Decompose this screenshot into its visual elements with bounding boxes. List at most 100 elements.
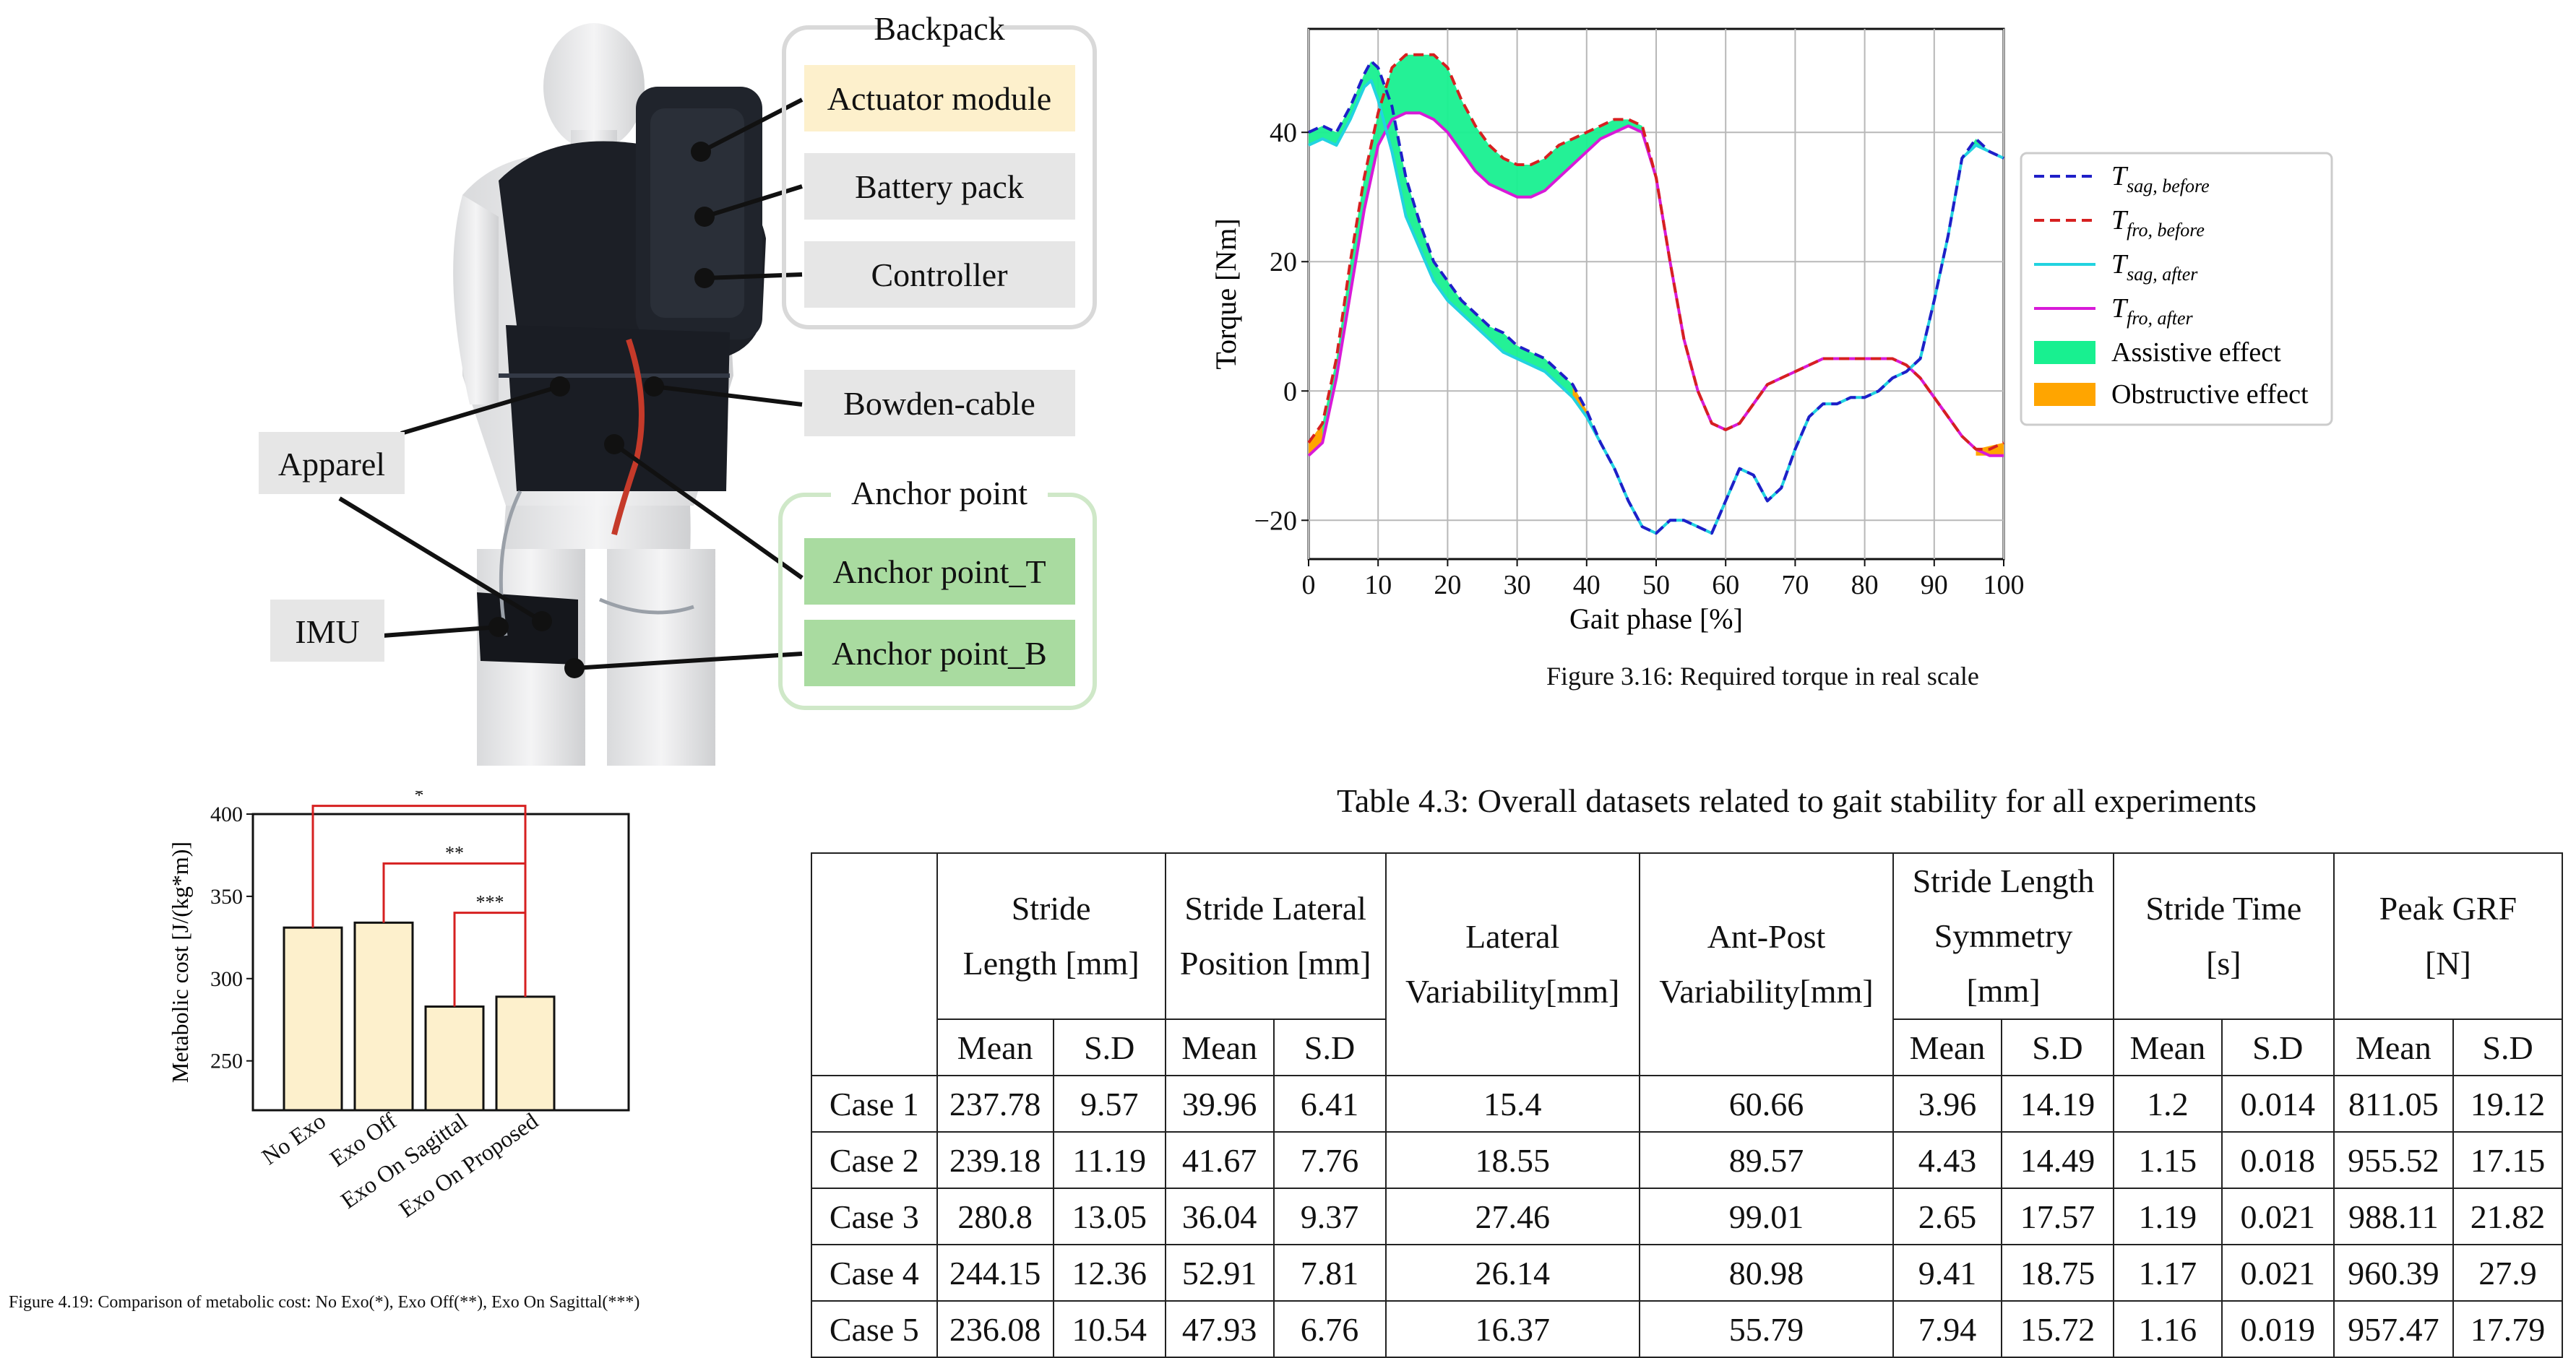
torque-ylabel: Torque [Nm] — [1210, 218, 1242, 369]
table-cell: 9.41 — [1892, 1244, 2002, 1302]
legend-tfro-after: Tfro, after — [2111, 293, 2194, 329]
table-cell: 14.49 — [2000, 1131, 2114, 1189]
legend-tsag-after: Tsag, after — [2111, 249, 2198, 285]
bar — [353, 921, 414, 1112]
x-tick-label: 100 — [1983, 570, 2025, 600]
anchor-point-title: Anchor point — [851, 475, 1028, 511]
bar — [424, 1005, 485, 1112]
header-stride-lateral: Stride Lateral Position [mm] — [1164, 852, 1387, 1020]
x-tick-label: 20 — [1434, 570, 1461, 600]
obstructive-effect-area — [1572, 384, 1587, 418]
table-cell: 39.96 — [1164, 1075, 1275, 1133]
sub-sd: S.D — [1272, 1018, 1387, 1076]
y-tick-label: 350 — [210, 885, 243, 909]
table-cell: 244.15 — [936, 1244, 1054, 1302]
x-tick-label: 30 — [1504, 570, 1531, 600]
row-label: Case 2 — [811, 1131, 938, 1189]
table-cell: 89.57 — [1638, 1131, 1895, 1189]
table-cell: 960.39 — [2332, 1244, 2455, 1302]
label-apparel: Apparel — [278, 446, 385, 483]
table-cell: 1.17 — [2112, 1244, 2223, 1302]
table-cell: 7.94 — [1892, 1300, 2002, 1358]
header-stride-length: Stride Length [mm] — [936, 852, 1166, 1020]
legend-tsag-before: Tsag, before — [2111, 161, 2210, 196]
metabolic-caption: Figure 4.19: Comparison of metabolic cos… — [9, 1293, 640, 1312]
table-cell: 0.014 — [2220, 1075, 2335, 1133]
legend-tfro-before: Tfro, before — [2111, 205, 2205, 241]
table-cell: 236.08 — [936, 1300, 1054, 1358]
table-cell: 6.76 — [1272, 1300, 1387, 1358]
table-cell: 988.11 — [2332, 1188, 2455, 1245]
table-cell: 0.018 — [2220, 1131, 2335, 1189]
table-cell: 957.47 — [2332, 1300, 2455, 1358]
exosuit-figure: Backpack Actuator module Battery pack Co… — [259, 10, 1097, 766]
series-line-t-sag-before — [1308, 59, 2004, 535]
series-line-t-fro-before — [1307, 53, 2004, 451]
y-tick-label: 400 — [210, 803, 243, 826]
table-cell: 6.41 — [1272, 1075, 1387, 1133]
sub-sd: S.D — [2452, 1018, 2563, 1076]
x-tick-label: 70 — [1781, 570, 1809, 600]
table-row: Case 4 244.15 12.36 52.91 7.81 26.14 80.98 9.41… — [811, 1244, 2563, 1302]
torque-chart: 0 10 20 30 40 50 60 70 80 90 100 −20 0 20 40 Gait phas… — [1210, 27, 2333, 635]
x-tick-label: 10 — [1364, 570, 1392, 600]
significance-bracket — [453, 912, 527, 1007]
header-stride-time: Stride Time [s] — [2112, 852, 2335, 1020]
row-label: Case 1 — [811, 1075, 938, 1133]
table-cell: 4.43 — [1892, 1131, 2002, 1189]
label-anchor-point-t: Anchor point_T — [832, 553, 1046, 590]
significance-marker: *** — [476, 892, 504, 913]
row-label: Case 5 — [811, 1300, 938, 1358]
header-stride-symmetry: Stride Length Symmetry [mm] — [1892, 852, 2114, 1020]
table-cell: 17.15 — [2452, 1131, 2563, 1189]
table-cell: 52.91 — [1164, 1244, 1275, 1302]
table-cell: 1.19 — [2112, 1188, 2223, 1245]
label-imu: IMU — [295, 613, 359, 650]
backpack-title: Backpack — [874, 10, 1004, 47]
assistive-effect-area-frontal — [1309, 54, 2004, 456]
table-cell: 99.01 — [1638, 1188, 1895, 1245]
table-cell: 21.82 — [2452, 1188, 2563, 1245]
legend-assistive-effect: Assistive effect — [2111, 337, 2281, 368]
table-cell: 27.46 — [1384, 1188, 1640, 1245]
header-peak-grf: Peak GRF [N] — [2332, 852, 2564, 1020]
torque-legend: Tsag, before Tfro, before Tsag, after Tf… — [2020, 152, 2333, 426]
table-caption: Table 4.3: Overall datasets related to g… — [1337, 782, 2257, 819]
table-row: Case 3 280.8 13.05 36.04 9.37 27.46 99.01 2.65 1… — [811, 1188, 2563, 1245]
table-cell: 811.05 — [2332, 1075, 2455, 1133]
table-cell: 0.021 — [2220, 1244, 2335, 1302]
bar — [495, 995, 556, 1112]
x-tick-label: 80 — [1851, 570, 1879, 600]
table-cell: 280.8 — [936, 1188, 1054, 1245]
table-cell: 2.65 — [1892, 1188, 2002, 1245]
y-tick-label: −20 — [1254, 506, 1297, 536]
y-tick-label: 0 — [1283, 376, 1297, 407]
x-tick-label: 50 — [1642, 570, 1670, 600]
x-tick-label: 60 — [1712, 570, 1739, 600]
table-cell: 18.55 — [1384, 1131, 1640, 1189]
table-row: Case 5 236.08 10.54 47.93 6.76 16.37 55.79 7.94… — [811, 1300, 2563, 1358]
table-cell: 16.37 — [1384, 1300, 1640, 1358]
sub-sd: S.D — [2220, 1018, 2335, 1076]
leader-dots — [488, 142, 715, 678]
table-cell: 239.18 — [936, 1131, 1054, 1189]
table-cell: 60.66 — [1638, 1075, 1895, 1133]
row-label: Case 4 — [811, 1244, 938, 1302]
sub-sd: S.D — [2000, 1018, 2114, 1076]
x-tick-label: 90 — [1921, 570, 1948, 600]
table-cell: 1.16 — [2112, 1300, 2223, 1358]
gait-stability-table: Stride Length [mm] Stride Lateral Position… — [811, 852, 2564, 1358]
sub-mean: Mean — [936, 1018, 1054, 1076]
table-cell: 1.15 — [2112, 1131, 2223, 1189]
table-cell: 13.05 — [1052, 1188, 1166, 1245]
torque-caption: Figure 3.16: Required torque in real sca… — [1546, 662, 1979, 691]
table-cell: 18.75 — [2000, 1244, 2114, 1302]
table-row: Case 2 239.18 11.19 41.67 7.76 18.55 89.57 4.43… — [811, 1131, 2563, 1189]
table-cell: 7.76 — [1272, 1131, 1387, 1189]
exosuit-hardware — [477, 87, 766, 665]
y-tick-label: 40 — [1270, 118, 1297, 148]
significance-marker: * — [415, 791, 424, 806]
table-cell: 14.19 — [2000, 1075, 2114, 1133]
label-anchor-point-b: Anchor point_B — [832, 635, 1047, 672]
